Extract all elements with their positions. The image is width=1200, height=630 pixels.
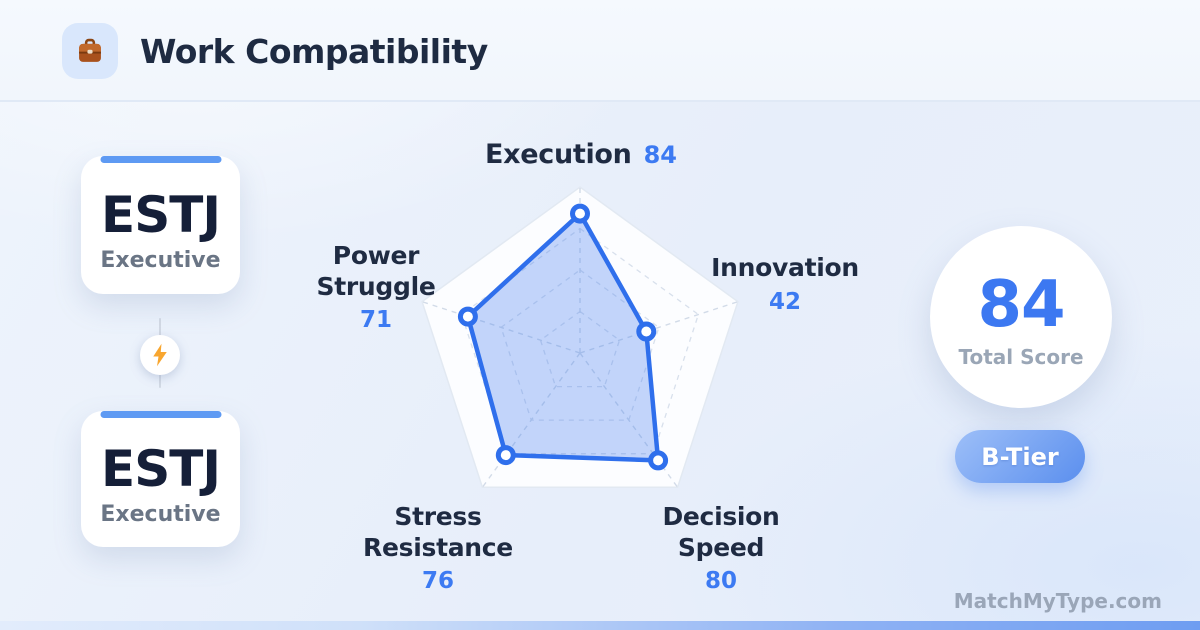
axis-value: 80 bbox=[704, 568, 737, 594]
total-score-label: Total Score bbox=[958, 345, 1084, 369]
card-accent-bar bbox=[100, 411, 221, 418]
radar-outer-ring bbox=[421, 186, 739, 489]
radar-spoke bbox=[481, 352, 581, 488]
bottom-accent-bar bbox=[0, 621, 1200, 630]
type-code: ESTJ bbox=[101, 186, 221, 245]
axis-value: 71 bbox=[359, 307, 392, 333]
radar-data-point bbox=[636, 321, 657, 342]
axis-value: 42 bbox=[768, 288, 801, 315]
radar-data-point bbox=[648, 450, 669, 471]
radar-grid-ring bbox=[500, 269, 660, 421]
lightning-bolt-icon bbox=[140, 335, 180, 375]
radar-grid-ring bbox=[539, 310, 621, 388]
radar-data-point bbox=[495, 445, 516, 466]
axis-label-decision-speed: Decision Speed 80 bbox=[641, 502, 801, 594]
card-accent-bar bbox=[100, 156, 221, 163]
axis-value: 84 bbox=[643, 141, 678, 169]
axis-name: Execution bbox=[484, 139, 632, 170]
type-card-left: ESTJ Executive bbox=[81, 156, 240, 294]
type-name: Executive bbox=[100, 501, 221, 527]
axis-name: Power Struggle bbox=[316, 241, 436, 301]
radar-data-point bbox=[457, 306, 478, 327]
type-card-right: ESTJ Executive bbox=[81, 411, 240, 547]
type-code: ESTJ bbox=[101, 440, 221, 499]
axis-label-stress-resistance: Stress Resistance 76 bbox=[358, 502, 518, 594]
radar-data-point bbox=[570, 203, 590, 224]
axis-name: Decision Speed bbox=[662, 502, 780, 562]
tier-badge: B-Tier bbox=[955, 430, 1085, 483]
axis-label-innovation: Innovation 42 bbox=[700, 253, 870, 315]
axis-name: Stress Resistance bbox=[363, 502, 513, 562]
radar-spoke bbox=[579, 352, 679, 488]
radar-spoke bbox=[421, 301, 581, 354]
axis-value: 76 bbox=[421, 568, 454, 594]
radar-data-polygon bbox=[465, 211, 661, 463]
radar-spoke bbox=[579, 301, 739, 354]
header: Work Compatibility bbox=[0, 0, 1200, 102]
radar-chart bbox=[421, 186, 739, 489]
total-score-value: 84 bbox=[977, 268, 1065, 342]
page-title: Work Compatibility bbox=[140, 31, 488, 71]
axis-label-execution: Execution 84 bbox=[431, 139, 731, 172]
total-score-circle: 84 Total Score bbox=[930, 226, 1112, 408]
type-name: Executive bbox=[100, 247, 221, 273]
axis-name: Innovation bbox=[711, 253, 859, 282]
watermark: MatchMyType.com bbox=[953, 589, 1162, 613]
radar-grid-ring bbox=[460, 227, 700, 455]
axis-label-power-struggle: Power Struggle 71 bbox=[296, 241, 456, 333]
briefcase-icon bbox=[62, 23, 118, 79]
